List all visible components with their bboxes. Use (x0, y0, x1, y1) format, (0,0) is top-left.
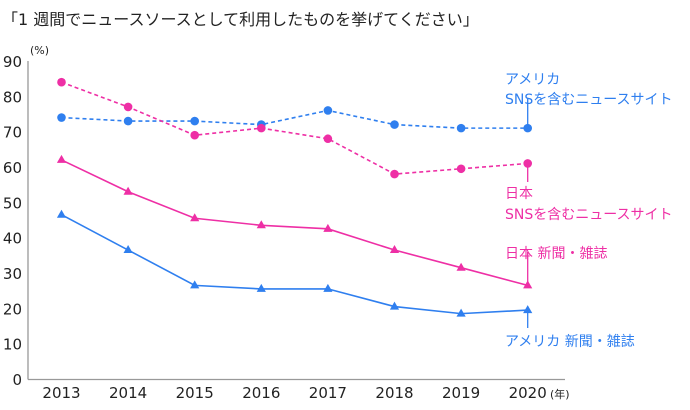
data-point (523, 305, 533, 314)
data-point (123, 116, 133, 126)
y-tick-label: 20 (3, 300, 22, 318)
y-tick-label: 40 (3, 230, 22, 248)
series-label: アメリカ (505, 72, 560, 88)
series-label: SNSを含むニュースサイト (505, 92, 673, 108)
x-tick-label: 2018 (375, 384, 413, 402)
x-tick-label: 2015 (176, 384, 214, 402)
x-axis-unit: (年) (550, 387, 570, 401)
series-label: アメリカ 新聞・雑誌 (505, 334, 635, 350)
series-line (61, 81, 528, 175)
y-tick-label: 60 (3, 159, 22, 177)
series-line (61, 109, 528, 129)
y-tick-label: 70 (3, 124, 22, 142)
data-point (456, 123, 466, 133)
data-point (323, 283, 333, 292)
data-point (389, 245, 400, 254)
y-tick-label: 30 (3, 265, 22, 283)
data-point (57, 77, 66, 87)
series-group (56, 77, 533, 317)
data-point (123, 245, 133, 254)
data-point (256, 220, 266, 229)
y-axis-ticks: 0 10 20 30 40 50 60 70 80 90 (3, 53, 22, 389)
series-1 (57, 77, 532, 179)
data-point (190, 280, 200, 289)
series-label: 日本 新聞・雑誌 (505, 246, 607, 262)
x-tick-label: 2014 (109, 384, 147, 402)
data-point (456, 308, 466, 317)
data-point (123, 102, 133, 112)
data-point (56, 209, 67, 218)
data-point (323, 134, 333, 144)
y-axis-unit: (%) (30, 44, 49, 57)
series-label: SNSを含むニュースサイト (505, 207, 673, 223)
data-point (57, 113, 66, 122)
y-tick-label: 50 (3, 194, 22, 212)
x-axis-ticks: 2013 2014 2015 2016 2017 2018 2019 2020 (42, 384, 546, 402)
y-tick-label: 80 (3, 88, 22, 106)
series-0 (57, 106, 532, 133)
data-point (56, 154, 67, 163)
series-line (61, 213, 528, 315)
chart-title: 「1 週間でニュースソースとして利用したものを挙げてください」 (2, 10, 479, 29)
data-point (190, 116, 199, 126)
x-tick-label: 2020 (509, 384, 547, 402)
series-3 (56, 209, 533, 317)
data-point (389, 301, 400, 310)
x-tick-label: 2013 (42, 384, 80, 402)
data-point (323, 106, 333, 115)
data-point (390, 120, 399, 129)
data-point (123, 186, 133, 195)
series-label: 日本 (505, 186, 533, 202)
data-point (257, 123, 266, 133)
y-tick-label: 10 (3, 336, 22, 354)
data-point (190, 130, 199, 140)
y-tick-label: 0 (12, 371, 22, 389)
data-point (323, 223, 333, 232)
data-point (390, 169, 399, 179)
data-point (190, 213, 200, 222)
series-2 (56, 154, 533, 289)
x-tick-label: 2016 (242, 384, 280, 402)
data-point (256, 283, 266, 292)
x-tick-label: 2019 (442, 384, 480, 402)
x-tick-label: 2017 (309, 384, 347, 402)
series-line (61, 159, 528, 287)
data-point (456, 262, 466, 271)
data-point (456, 164, 466, 174)
y-tick-label: 90 (3, 53, 22, 71)
